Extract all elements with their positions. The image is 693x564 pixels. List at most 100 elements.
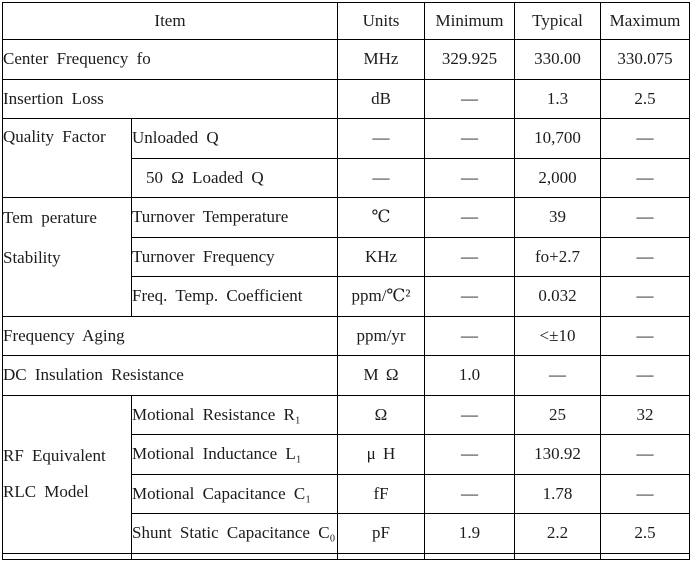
- max-value: —: [600, 315, 690, 356]
- min-value: —: [424, 315, 515, 356]
- typ-value: 39: [514, 197, 601, 238]
- table-row: 50 Ω Loaded Q — — 2,000 —: [3, 157, 690, 198]
- group-label-line: Tem perature: [3, 208, 97, 227]
- col-header-item: Item: [2, 2, 338, 40]
- header-row: Item Units Minimum Typical Maximum: [2, 2, 690, 40]
- table-row: Quality Factor Unloaded Q — — 10,700 —: [2, 118, 690, 198]
- item-label: Motional Capacitance C₁: [131, 473, 338, 514]
- col-header-maximum: Maximum: [600, 2, 690, 40]
- item-label: Frequency Aging: [2, 315, 338, 356]
- typ-value: 0.032: [514, 276, 601, 317]
- max-value: —: [600, 276, 690, 317]
- units-value: MHz: [337, 39, 425, 80]
- group-temperature-stability: Tem perature Stability: [2, 197, 132, 317]
- units-value: fF: [337, 473, 425, 514]
- item-label: Turnover Frequency: [131, 236, 338, 277]
- min-value: 329.925: [424, 39, 515, 80]
- table-row: DC Insulation Resistance M Ω 1.0 — —: [2, 355, 690, 396]
- group-label-line: RLC Model: [3, 482, 89, 501]
- group-rf-rlc-model: RF Equivalent RLC Model: [2, 394, 132, 554]
- col-header-units: Units: [337, 2, 425, 40]
- typ-value: 1.78: [514, 473, 601, 514]
- max-value: 2.5: [600, 513, 690, 554]
- units-value: μ H: [337, 434, 425, 475]
- item-label: Unloaded Q: [131, 118, 338, 159]
- typ-value: 2.2: [514, 513, 601, 554]
- max-value: —: [600, 355, 690, 396]
- typ-value: 130.92: [514, 434, 601, 475]
- item-label: Motional Inductance L₁: [131, 434, 338, 475]
- units-value: Ω: [337, 394, 425, 435]
- max-value: —: [600, 157, 690, 198]
- item-label: Motional Resistance R₁: [131, 394, 338, 435]
- group-label-line: Stability: [3, 247, 61, 267]
- table-row: Tem perature Stability Turnover Temperat…: [2, 197, 690, 317]
- table-row: Turnover Frequency KHz — fo+2.7 —: [3, 236, 690, 277]
- item-label: Turnover Temperature: [131, 197, 338, 238]
- units-value: M Ω: [337, 355, 425, 396]
- min-value: —: [424, 157, 515, 198]
- item-label: Shunt Static Capacitance C₀: [131, 513, 338, 554]
- typ-value: fo+2.7: [514, 236, 601, 277]
- group-label-line: RF Equivalent: [3, 446, 106, 465]
- table-row: Center Frequency fo MHz 329.925 330.00 3…: [2, 39, 690, 80]
- typ-value: 1.3: [514, 78, 601, 119]
- item-label: Insertion Loss: [2, 78, 338, 119]
- units-value: ℃: [337, 197, 425, 238]
- max-value: —: [600, 473, 690, 514]
- typ-value: <±10: [514, 315, 601, 356]
- typ-value: 10,700: [514, 118, 601, 159]
- table-row: RF Equivalent RLC Model Motional Resista…: [2, 394, 690, 554]
- typ-value: 330.00: [514, 39, 601, 80]
- group-label-line: Quality Factor: [3, 127, 106, 146]
- table-row: Motional Inductance L₁ μ H — 130.92 —: [3, 434, 690, 475]
- min-value: —: [424, 197, 515, 238]
- min-value: 1.0: [424, 355, 515, 396]
- typ-value: —: [514, 355, 601, 396]
- col-header-typical: Typical: [514, 2, 601, 40]
- min-value: 1.9: [424, 513, 515, 554]
- partial-next-row: [2, 552, 690, 560]
- min-value: —: [424, 434, 515, 475]
- units-value: ppm/℃²: [337, 276, 425, 317]
- partial-cell: [131, 552, 338, 560]
- min-value: —: [424, 78, 515, 119]
- units-value: KHz: [337, 236, 425, 277]
- max-value: —: [600, 197, 690, 238]
- partial-cell: [514, 552, 601, 560]
- group-quality-factor: Quality Factor: [2, 118, 132, 198]
- item-label: 50 Ω Loaded Q: [131, 157, 338, 198]
- min-value: —: [424, 276, 515, 317]
- min-value: —: [424, 473, 515, 514]
- table-row: Shunt Static Capacitance C₀ pF 1.9 2.2 2…: [3, 513, 690, 554]
- item-label: Freq. Temp. Coefficient: [131, 276, 338, 317]
- min-value: —: [424, 118, 515, 159]
- max-value: 32: [600, 394, 690, 435]
- partial-cell: [2, 552, 132, 560]
- max-value: —: [600, 236, 690, 277]
- max-value: 2.5: [600, 78, 690, 119]
- units-value: dB: [337, 78, 425, 119]
- table-row: Insertion Loss dB — 1.3 2.5: [2, 78, 690, 119]
- item-label: DC Insulation Resistance: [2, 355, 338, 396]
- units-value: —: [337, 157, 425, 198]
- partial-cell: [424, 552, 515, 560]
- units-value: —: [337, 118, 425, 159]
- units-value: ppm/yr: [337, 315, 425, 356]
- min-value: —: [424, 394, 515, 435]
- units-value: pF: [337, 513, 425, 554]
- partial-cell: [337, 552, 425, 560]
- max-value: —: [600, 118, 690, 159]
- table-row: Freq. Temp. Coefficient ppm/℃² — 0.032 —: [3, 276, 690, 317]
- max-value: —: [600, 434, 690, 475]
- table-row: Frequency Aging ppm/yr — <±10 —: [2, 315, 690, 356]
- typ-value: 25: [514, 394, 601, 435]
- min-value: —: [424, 236, 515, 277]
- max-value: 330.075: [600, 39, 690, 80]
- col-header-minimum: Minimum: [424, 2, 515, 40]
- table-row: Motional Capacitance C₁ fF — 1.78 —: [3, 473, 690, 514]
- item-label: Center Frequency fo: [2, 39, 338, 80]
- partial-cell: [600, 552, 690, 560]
- typ-value: 2,000: [514, 157, 601, 198]
